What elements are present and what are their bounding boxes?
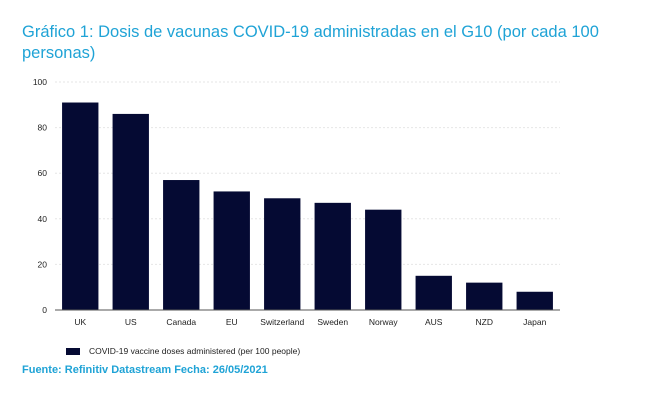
bar-aus <box>415 275 452 310</box>
legend-label: COVID-19 vaccine doses administered (per… <box>89 346 301 356</box>
y-tick-label: 60 <box>38 168 48 178</box>
x-tick-label: Sweden <box>317 317 348 327</box>
x-tick-label: EU <box>226 317 238 327</box>
bar-japan <box>516 291 553 310</box>
source-note: Fuente: Refinitiv Datastream Fecha: 26/0… <box>22 364 268 376</box>
bar-nzd <box>466 282 503 310</box>
x-tick-label: US <box>125 317 137 327</box>
bar-sweden <box>314 202 351 310</box>
bar-norway <box>365 209 402 310</box>
bar-uk <box>62 102 99 311</box>
legend-swatch <box>66 347 80 355</box>
x-tick-label: Switzerland <box>260 317 304 327</box>
bar-switzerland <box>264 198 301 310</box>
y-tick-label: 80 <box>38 123 48 133</box>
y-tick-label: 40 <box>38 214 48 224</box>
x-axis-labels: UK US Canada EU Switzerland Sweden Norway AUS NZ… <box>74 317 546 327</box>
bar-chart: 0 20 40 60 80 100 UK US Canada EU Switzerland Swed… <box>33 77 560 327</box>
legend: COVID-19 vaccine doses administered (per… <box>66 346 300 356</box>
y-tick-label: 20 <box>38 259 48 269</box>
x-tick-label: UK <box>74 317 86 327</box>
x-tick-label: Japan <box>523 317 546 327</box>
y-tick-label: 100 <box>33 77 47 87</box>
y-tick-label: 0 <box>42 305 47 315</box>
chart-title: Gráfico 1: Dosis de vacunas COVID-19 adm… <box>22 23 599 62</box>
x-tick-label: NZD <box>476 317 493 327</box>
bar-us <box>112 113 149 310</box>
bar-eu <box>213 191 250 310</box>
x-tick-label: Canada <box>166 317 196 327</box>
y-axis: 0 20 40 60 80 100 <box>33 77 47 315</box>
x-tick-label: AUS <box>425 317 443 327</box>
bar-canada <box>163 180 200 310</box>
bars <box>62 102 553 311</box>
x-tick-label: Norway <box>369 317 399 327</box>
